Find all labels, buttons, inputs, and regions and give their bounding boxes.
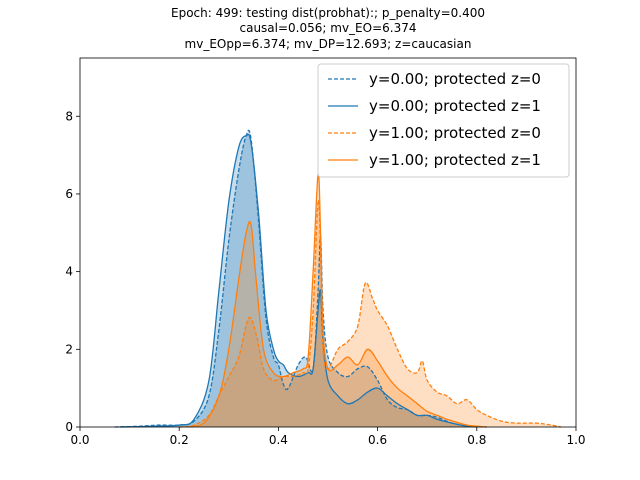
legend-label-4: y=1.00; protected z=1 <box>369 151 541 169</box>
x-tick-label: 0.6 <box>368 433 387 447</box>
x-tick-label: 0.2 <box>170 433 189 447</box>
series-group <box>114 129 562 428</box>
series-area-3 <box>179 200 562 427</box>
x-tick-label: 0.8 <box>467 433 486 447</box>
x-tick-label: 0.4 <box>269 433 288 447</box>
chart-title-line-2: causal=0.056; mv_EO=6.374 <box>240 21 417 35</box>
x-tick-label: 1.0 <box>566 433 585 447</box>
series-line-2 <box>119 133 477 428</box>
legend-box <box>317 63 570 178</box>
y-tick-label: 8 <box>65 109 73 123</box>
x-tick-label: 0.0 <box>70 433 89 447</box>
series-line-3 <box>179 199 562 428</box>
series-area-4 <box>189 173 487 427</box>
y-tick-label: 6 <box>65 187 73 201</box>
series-area-1 <box>114 130 487 427</box>
chart-title: Epoch: 499: testing dist(probhat):; p_pe… <box>171 6 485 51</box>
plot-frame <box>79 57 577 428</box>
chart-title-line-3: mv_EOpp=6.374; mv_DP=12.693; z=caucasian <box>185 37 472 51</box>
legend-label-2: y=0.00; protected z=1 <box>369 97 541 115</box>
axes-group: 0.0 0.2 0.4 0.6 0.8 1.0 0 2 4 6 8 <box>65 57 586 447</box>
legend: y=0.00; protected z=0 y=0.00; protected z… <box>317 63 570 178</box>
y-tick-label: 4 <box>65 265 73 279</box>
chart-title-line-1: Epoch: 499: testing dist(probhat):; p_pe… <box>171 6 485 20</box>
series-line-4 <box>188 173 487 428</box>
y-tick-label: 2 <box>65 342 73 356</box>
legend-label-3: y=1.00; protected z=0 <box>369 124 541 142</box>
series-line-1 <box>114 129 487 428</box>
legend-label-1: y=0.00; protected z=0 <box>369 70 541 88</box>
y-tick-label: 0 <box>65 420 73 434</box>
